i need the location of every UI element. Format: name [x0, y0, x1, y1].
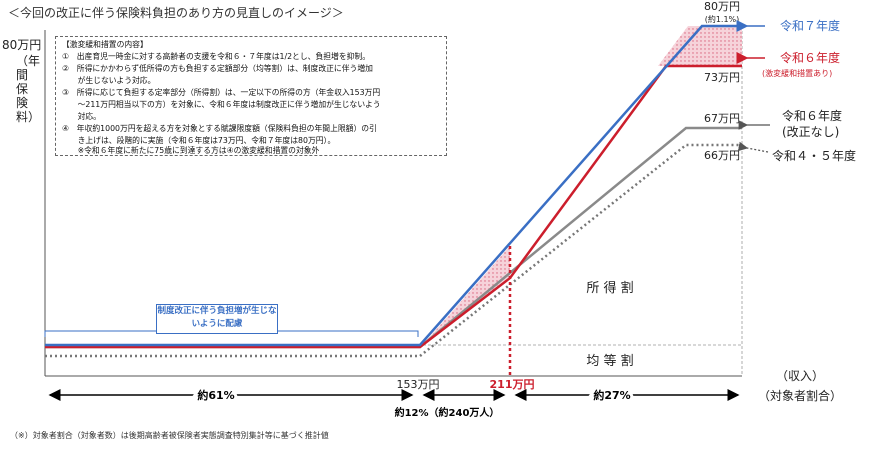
shade-cap-area	[658, 26, 742, 66]
region-per-capita: 均 等 割	[586, 353, 633, 369]
x-tick-211: 211万円	[490, 378, 535, 391]
note-item: ～211万円相当以下の方）を対象に、令和６年度は制度改正に伴う増加が生じないよう	[62, 100, 381, 109]
legend-r6-note: (激変緩和措置あり)	[762, 68, 832, 78]
y-axis-max-label: 80万円	[2, 38, 42, 52]
legend-r7: 令和７年度	[780, 18, 840, 33]
legend-r45: 令和４・５年度	[772, 148, 856, 163]
note-item: ※令和６年度に新たに75歳に到達する方は④の激変緩和措置の対象外	[62, 146, 320, 155]
note-item: が生じないよう対応。	[62, 76, 156, 85]
legend-arrow-r45	[737, 141, 769, 153]
mitigation-notes: 【激変緩和措置の内容】 ① 出産育児一時金に対する高齢者の支援を令和６・７年度は…	[55, 36, 447, 156]
note-item: ① 出産育児一時金に対する高齢者の支援を令和６・７年度は1/2とし、負担増を抑制…	[62, 52, 371, 61]
legend-r6: 令和６年度	[780, 50, 840, 65]
note-item: ② 所得にかかわらず低所得の方も負担する定額部分（均等割）は、制度改正に伴う増加	[62, 64, 373, 73]
note-item: ③ 所得に応じて負担する定率部分（所得割）は、一定以下の所得の方（年金収入153…	[62, 88, 381, 97]
cap-label-r7: 80万円	[704, 0, 740, 13]
series-r45-line	[45, 143, 742, 358]
note-item: 対応。	[62, 112, 101, 121]
note-item: き上げは、段階的に実施（令和６年度は73万円、令和７年度は80万円）。	[62, 136, 336, 145]
legend-r6-no-2: (改正なし)	[782, 125, 839, 139]
share-label-61: 約61%	[197, 388, 234, 402]
series-r6-no-line	[45, 126, 742, 349]
no-increase-callout: 制度改正に伴う負担増が生じないように配慮	[156, 304, 278, 334]
notes-title: 【激変緩和措置の内容】	[62, 40, 148, 49]
share-label-12: 約12%（約240万人）	[395, 406, 500, 419]
cap-label-r6: 73万円	[704, 71, 740, 84]
cap-label-r6-no: 67万円	[704, 112, 740, 125]
region-income-share: 所 得 割	[586, 280, 633, 296]
note-item: ④ 年収約1000万円を超える方を対象とする賦課限度額（保険料負担の年間上限額）…	[62, 124, 377, 133]
series-r7-line	[45, 24, 742, 347]
share-axis-label: （対象者割合）	[758, 388, 842, 403]
income-label: （収入）	[776, 369, 824, 383]
share-label-27: 約27%	[593, 388, 630, 402]
cap-note-r7: (約1.1%)	[705, 14, 740, 24]
cap-label-r45: 66万円	[704, 149, 740, 162]
page-title: ＜今回の改正に伴う保険料負担のあり方の見直しのイメージ＞	[8, 6, 344, 20]
x-tick-153: 153万円	[397, 378, 440, 391]
shade-lower-area	[420, 246, 510, 348]
footnote: （※）対象者割合（対象者数）は後期高齢者被保険者実態調査特別集計等に基づく推計値	[10, 431, 329, 440]
legend-r6-no-1: 令和６年度	[782, 108, 842, 123]
